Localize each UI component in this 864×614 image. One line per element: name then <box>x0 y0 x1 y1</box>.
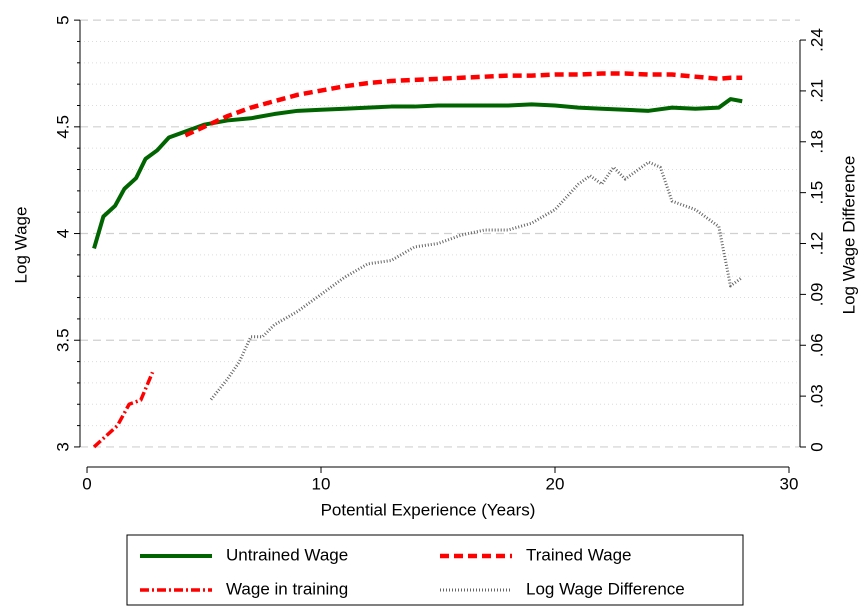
y-tick-label: 4.5 <box>53 115 72 139</box>
y-axis-title: Log Wage <box>11 207 30 284</box>
x-tick-label: 0 <box>82 474 91 493</box>
x-axis-title: Potential Experience (Years) <box>321 500 536 519</box>
legend-label: Untrained Wage <box>226 545 348 564</box>
legend-box <box>126 534 744 606</box>
series-line <box>209 160 744 401</box>
legend-label: Log Wage Difference <box>526 579 685 598</box>
series-line <box>92 371 155 449</box>
y2-tick-label: .15 <box>807 181 826 205</box>
y-tick-label: 3.5 <box>53 328 72 352</box>
y2-axis-title: Log Wage Difference <box>839 156 858 315</box>
y2-tick-label: .09 <box>807 283 826 307</box>
x-tick-label: 10 <box>312 474 331 493</box>
x-tick-label: 30 <box>780 474 799 493</box>
y2-tick-label: 0 <box>807 442 826 451</box>
y2-tick-label: .18 <box>807 130 826 154</box>
legend-label: Wage in training <box>226 579 348 598</box>
legend-label: Trained Wage <box>526 545 632 564</box>
series-line <box>184 71 743 138</box>
y-tick-label: 4 <box>53 229 72 238</box>
y2-tick-label: .24 <box>807 28 826 52</box>
y-tick-label: 3 <box>53 442 72 451</box>
y2-tick-label: .03 <box>807 384 826 408</box>
y2-tick-label: .21 <box>807 79 826 103</box>
y2-tick-label: .06 <box>807 333 826 357</box>
x-tick-label: 20 <box>546 474 565 493</box>
series-line <box>92 97 743 250</box>
y-tick-label: 5 <box>53 15 72 24</box>
y2-tick-label: .12 <box>807 232 826 256</box>
